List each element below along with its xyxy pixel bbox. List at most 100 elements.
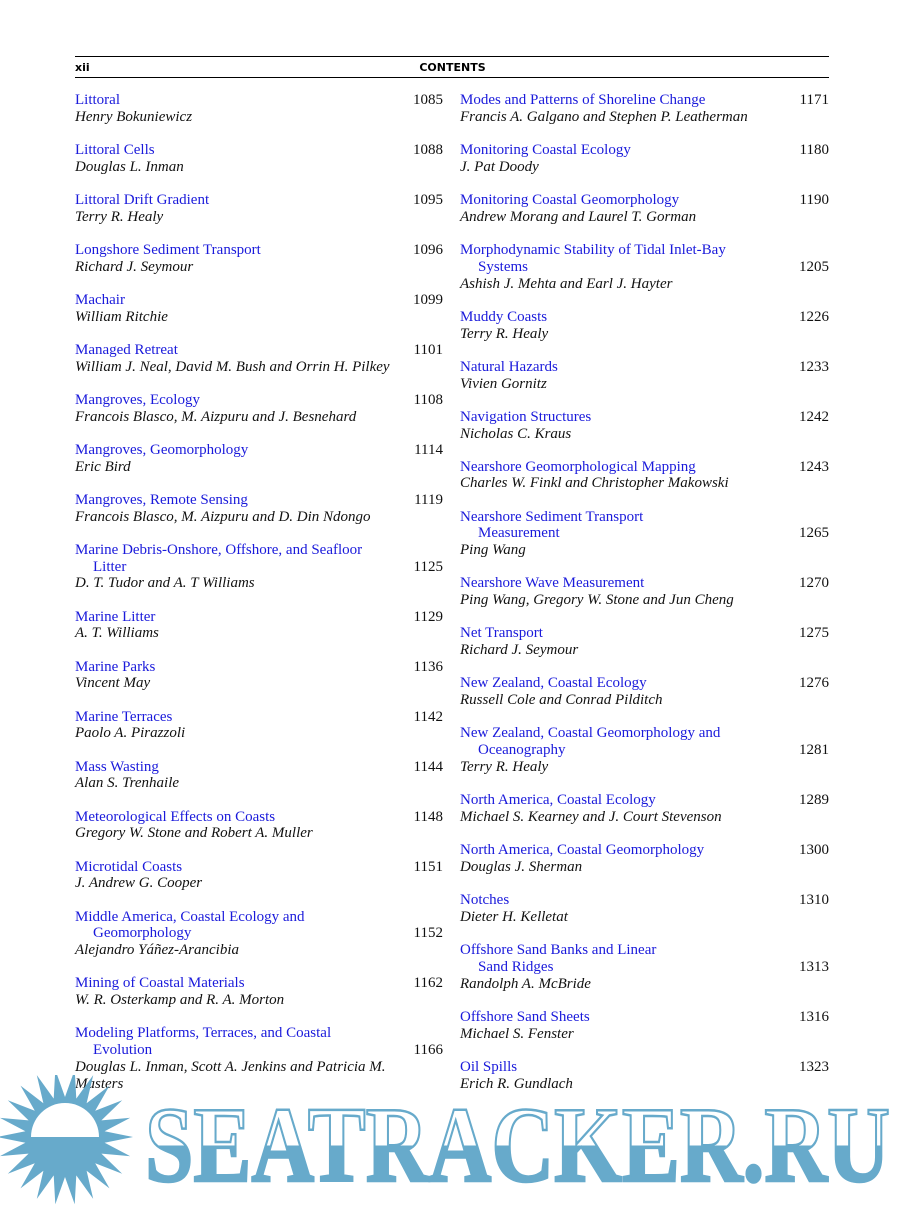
entry-title-link[interactable]: Mining of Coastal Materials	[75, 975, 443, 992]
entry-page-number: 1136	[413, 658, 443, 675]
entry-title-link[interactable]: Offshore Sand Banks and Linear Sand Ridge…	[460, 942, 829, 976]
entry-title-link[interactable]: Net Transport	[460, 625, 829, 642]
entry-title-line[interactable]: Mangroves, Ecology	[75, 391, 200, 408]
entry-title-link[interactable]: Managed Retreat	[75, 342, 443, 359]
entry-title-link[interactable]: Modes and Patterns of Shoreline Change	[460, 92, 829, 109]
entry-title-line[interactable]: New Zealand, Coastal Ecology	[460, 675, 647, 692]
entry-title-line[interactable]: Nearshore Geomorphological Mapping	[460, 458, 696, 475]
entry-title-line[interactable]: Marine Litter	[75, 608, 156, 625]
entry-authors: Ashish J. Mehta and Earl J. Hayter	[460, 275, 673, 292]
entry-title-line[interactable]: Geomorphology	[93, 925, 192, 942]
entry-title-line[interactable]: Marine Parks	[75, 658, 156, 675]
entry-title-line[interactable]: Natural Hazards	[460, 358, 558, 375]
entry-title-line[interactable]: Measurement	[478, 525, 560, 542]
entry-page-number: 1270	[799, 575, 829, 592]
entry-title-link[interactable]: Muddy Coasts	[460, 309, 829, 326]
entry-title-line[interactable]: Littoral	[75, 92, 120, 108]
entry-title-link[interactable]: Morphodynamic Stability of Tidal Inlet-B…	[460, 242, 829, 276]
entry-title-line[interactable]: Modeling Platforms, Terraces, and Coasta…	[75, 1025, 332, 1042]
entry-title-link[interactable]: North America, Coastal Geomorphology	[460, 842, 829, 859]
entry-title-line[interactable]: Navigation Structures	[460, 408, 592, 425]
entry-title-line[interactable]: Offshore Sand Banks and Linear	[460, 942, 657, 959]
entry-authors: Gregory W. Stone and Robert A. Muller	[75, 825, 313, 842]
entry-title-link[interactable]: Navigation Structures	[460, 409, 829, 426]
entry-title-line[interactable]: Littoral Drift Gradient	[75, 191, 210, 208]
entry-title-link[interactable]: New Zealand, Coastal Geomorphology and Oc…	[460, 725, 829, 759]
entry-title-link[interactable]: Machair	[75, 292, 443, 309]
entry-title-line[interactable]: Managed Retreat	[75, 341, 178, 358]
entry-title-link[interactable]: Nearshore Wave Measurement	[460, 575, 829, 592]
entry-title-line[interactable]: Oceanography	[478, 742, 566, 759]
entry-title-link[interactable]: North America, Coastal Ecology	[460, 792, 829, 809]
entry-title-line[interactable]: Microtidal Coasts	[75, 858, 183, 875]
entry-title-line[interactable]: North America, Coastal Geomorphology	[460, 842, 705, 859]
entry-title-link[interactable]: Natural Hazards	[460, 359, 829, 376]
entry-title-link[interactable]: Longshore Sediment Transport	[75, 242, 443, 259]
entry-title-line[interactable]: Machair	[75, 291, 125, 308]
contents-entry: Littoral 1085 Henry Bokuniewicz	[75, 92, 443, 126]
entry-page-number: 1096	[413, 241, 443, 258]
entry-title-line[interactable]: Nearshore Sediment Transport	[460, 508, 644, 525]
entry-title-link[interactable]: Marine Debris-Onshore, Offshore, and Sea…	[75, 542, 443, 576]
entry-title-link[interactable]: Mangroves, Ecology	[75, 392, 443, 409]
entry-title-line[interactable]: Oil Spills	[460, 1058, 518, 1075]
contents-entry: Monitoring Coastal Geomorphology 1190 Andr…	[460, 192, 829, 226]
entry-title-line[interactable]: Evolution	[93, 1042, 153, 1059]
entry-title-link[interactable]: Monitoring Coastal Ecology	[460, 142, 829, 159]
entry-title-line[interactable]: Notches	[460, 892, 510, 909]
contents-entry: Navigation Structures 1242 Nicholas C. Kra…	[460, 409, 829, 443]
entry-title-link[interactable]: Meteorological Effects on Coasts	[75, 809, 443, 826]
entry-title-line[interactable]: Muddy Coasts	[460, 308, 548, 325]
entry-authors: Richard J. Seymour	[460, 642, 579, 659]
entry-page-number: 1099	[413, 291, 443, 308]
entry-title-line[interactable]: Mangroves, Geomorphology	[75, 441, 249, 458]
entry-title-link[interactable]: Microtidal Coasts	[75, 859, 443, 876]
entry-title-line[interactable]: Marine Debris-Onshore, Offshore, and Sea…	[75, 541, 363, 558]
entry-title-line[interactable]: Meteorological Effects on Coasts	[75, 808, 276, 825]
entry-title-line[interactable]: Monitoring Coastal Geomorphology	[460, 191, 680, 208]
entry-authors: Terry R. Healy	[460, 325, 549, 342]
entry-title-link[interactable]: Notches	[460, 892, 829, 909]
entry-title-line[interactable]: Sand Ridges	[478, 958, 554, 975]
entry-title-line[interactable]: Mangroves, Remote Sensing	[75, 491, 248, 508]
entry-title-link[interactable]: Marine Litter	[75, 609, 443, 626]
entry-title-line[interactable]: New Zealand, Coastal Geomorphology and	[460, 725, 721, 742]
entry-title-line[interactable]: Offshore Sand Sheets	[460, 1008, 590, 1025]
entry-title-link[interactable]: Oil Spills	[460, 1059, 829, 1076]
entry-title-link[interactable]: Marine Terraces	[75, 709, 443, 726]
entry-title-line[interactable]: Middle America, Coastal Ecology and	[75, 908, 305, 925]
entry-title-link[interactable]: Littoral Cells	[75, 142, 443, 159]
entry-title-link[interactable]: Offshore Sand Sheets	[460, 1009, 829, 1026]
entry-title-link[interactable]: Littoral Drift Gradient	[75, 192, 443, 209]
entry-title-line[interactable]: Mining of Coastal Materials	[75, 975, 245, 992]
entry-title-line[interactable]: Longshore Sediment Transport	[75, 241, 261, 258]
entry-title-line[interactable]: Monitoring Coastal Ecology	[460, 141, 631, 158]
entry-title-line[interactable]: Modes and Patterns of Shoreline Change	[460, 92, 706, 108]
entry-title-link[interactable]: Modeling Platforms, Terraces, and Coasta…	[75, 1025, 443, 1059]
entry-authors: J. Andrew G. Cooper	[75, 875, 203, 892]
entry-title-line[interactable]: Mass Wasting	[75, 758, 159, 775]
running-header: CONTENTS	[419, 61, 486, 74]
entry-title-link[interactable]: New Zealand, Coastal Ecology	[460, 675, 829, 692]
entry-title-link[interactable]: Middle America, Coastal Ecology and Geomo…	[75, 909, 443, 943]
entry-title-link[interactable]: Littoral	[75, 92, 443, 109]
contents-entry: Machair 1099 William Ritchie	[75, 292, 443, 326]
entry-title-link[interactable]: Nearshore Sediment Transport Measurement	[460, 509, 829, 543]
entry-title-line[interactable]: Systems	[478, 258, 529, 275]
entry-page-number: 1144	[413, 758, 443, 775]
entry-title-line[interactable]: Marine Terraces	[75, 708, 173, 725]
entry-title-link[interactable]: Monitoring Coastal Geomorphology	[460, 192, 829, 209]
entry-title-link[interactable]: Marine Parks	[75, 659, 443, 676]
entry-title-line[interactable]: Litter	[93, 558, 127, 575]
entry-title-line[interactable]: Littoral Cells	[75, 141, 155, 158]
entry-title-link[interactable]: Mass Wasting	[75, 759, 443, 776]
entry-title-link[interactable]: Nearshore Geomorphological Mapping	[460, 459, 829, 476]
contents-entry: Marine Terraces 1142 Paolo A. Pirazzoli	[75, 709, 443, 743]
entry-page-number: 1313	[799, 958, 829, 975]
entry-title-line[interactable]: Morphodynamic Stability of Tidal Inlet-B…	[460, 241, 726, 258]
entry-title-line[interactable]: North America, Coastal Ecology	[460, 792, 656, 809]
entry-title-line[interactable]: Net Transport	[460, 625, 543, 642]
entry-title-link[interactable]: Mangroves, Geomorphology	[75, 442, 443, 459]
entry-title-link[interactable]: Mangroves, Remote Sensing	[75, 492, 443, 509]
entry-title-line[interactable]: Nearshore Wave Measurement	[460, 575, 645, 592]
